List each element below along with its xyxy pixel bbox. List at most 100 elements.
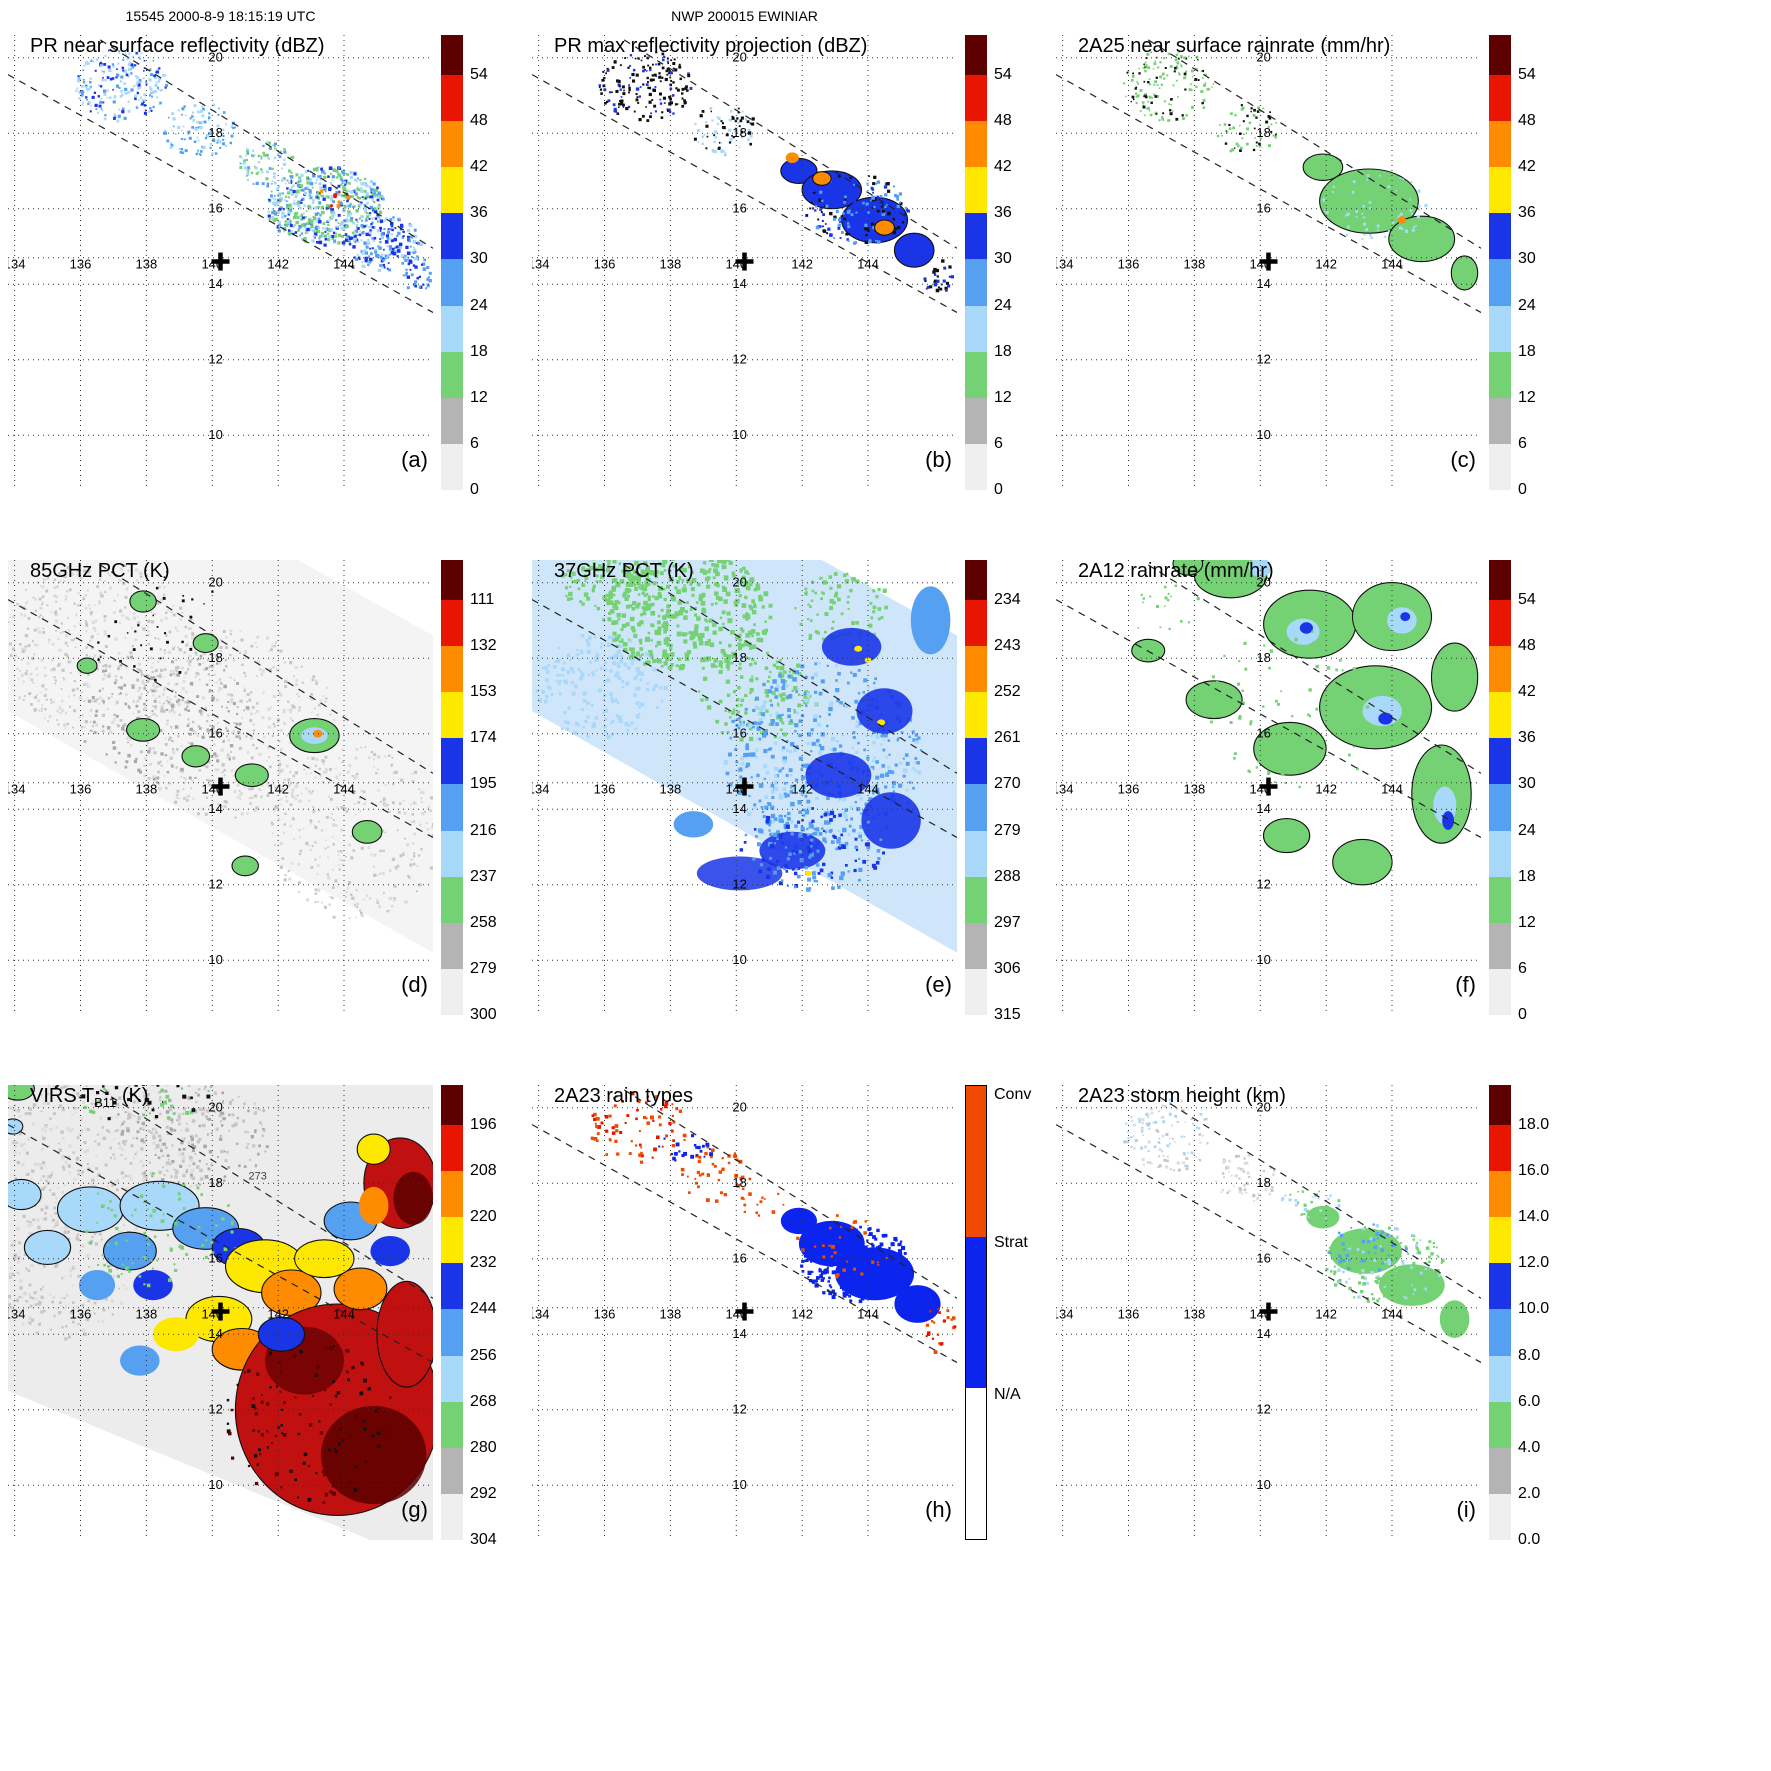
lon-tick-label: 142 <box>791 1306 813 1321</box>
colorbar-segment <box>441 784 463 831</box>
map-panel-i: 134 136 138 140 142 144 20 18 16 14 12 10 2A23 stor… <box>1056 1085 1571 1565</box>
colorbar-segment <box>441 876 463 923</box>
colorbar-tick-label: 6 <box>470 434 479 452</box>
colorbar-tick-label: 304 <box>470 1531 497 1548</box>
panel-title-text: PR max reflectivity projection (dBZ) <box>554 35 868 57</box>
colorbar-ticks: 111 132 153 174 195 216 237 258 279 300 <box>470 560 522 1030</box>
lon-tick-label: 142 <box>267 781 289 796</box>
colorbar-segment <box>1489 1171 1511 1218</box>
lon-tick-label: 138 <box>136 256 158 271</box>
colorbar-tick-label: 153 <box>470 683 497 701</box>
panel-title-text: 37GHz PCT (K) <box>554 560 694 582</box>
colorbar-tick-label: 243 <box>994 637 1021 655</box>
colorbar-segment <box>441 1355 463 1402</box>
lat-tick-label: 10 <box>732 1477 746 1492</box>
colorbar-segment <box>965 876 987 923</box>
colorbar-segment <box>441 1447 463 1494</box>
data-speckle <box>1207 616 1414 789</box>
lon-tick-label: 144 <box>1381 256 1403 271</box>
colorbar-segment <box>441 1493 463 1540</box>
colorbar-tick-label: 42 <box>994 158 1012 176</box>
data-speckle <box>163 103 236 156</box>
colorbar-segment <box>965 35 987 75</box>
panel-letter: (c) <box>1450 447 1476 472</box>
colorbar-tick-label: 6.0 <box>1518 1392 1541 1410</box>
data-patch <box>1388 215 1456 263</box>
colorbar-segment <box>965 305 987 352</box>
data-patch <box>23 1229 72 1265</box>
lat-tick-label: 16 <box>732 1251 746 1266</box>
data-patch <box>785 152 799 163</box>
pr-swath-edge-line <box>8 599 433 839</box>
lon-tick-label: 144 <box>857 256 879 271</box>
colorbar-tick-label: 0.0 <box>1518 1531 1541 1548</box>
colorbar-segment <box>441 259 463 306</box>
colorbar-tick-label: 48 <box>1518 112 1536 130</box>
colorbar-segment <box>965 443 987 490</box>
lat-tick-label: 12 <box>208 1402 222 1417</box>
colorbar-tick-label: 18.0 <box>1518 1116 1550 1133</box>
colorbar-segment <box>441 35 463 75</box>
data-patch <box>393 1171 433 1225</box>
data-patch <box>805 752 872 798</box>
panel-letter: (g) <box>401 1497 428 1522</box>
lat-tick-label: 10 <box>208 427 222 442</box>
lon-tick-label: 136 <box>1118 256 1140 271</box>
colorbar-segment <box>441 397 463 444</box>
lon-tick-label: 144 <box>333 256 355 271</box>
data-patch <box>181 745 211 768</box>
data-speckle <box>1322 174 1428 240</box>
lat-tick-label: 12 <box>1256 1402 1270 1417</box>
map-panel-f: 134 136 138 140 142 144 20 18 16 14 12 10 2A12 rain… <box>1056 560 1571 1040</box>
colorbar-tick-label: 6 <box>1518 434 1527 452</box>
map-plot: 134 136 138 140 142 144 20 18 16 14 12 10 <box>532 1085 957 1540</box>
pr-swath-edge-line <box>99 564 433 774</box>
map-plot: 134 136 138 140 142 144 20 18 16 14 12 10 <box>1056 560 1481 1015</box>
colorbar-tick-label: 208 <box>470 1162 497 1180</box>
colorbar <box>441 35 463 490</box>
lon-tick-label: 140 <box>201 781 223 796</box>
colorbar-segment <box>1489 305 1511 352</box>
colorbar-segment <box>965 213 987 260</box>
colorbar-tick-label: 279 <box>994 821 1021 839</box>
lon-tick-label: 134 <box>8 781 25 796</box>
lat-tick-label: 20 <box>732 575 746 590</box>
data-speckle <box>85 1172 239 1288</box>
data-patch <box>812 171 832 186</box>
lon-tick-label: 136 <box>70 256 92 271</box>
data-patch <box>1387 607 1417 634</box>
data-speckle <box>535 634 668 740</box>
pr-swath-edge-line <box>8 1124 433 1364</box>
colorbar-tick-label: 232 <box>470 1254 497 1272</box>
colorbar-tick-label: 18 <box>1518 342 1536 360</box>
lon-tick-label: 142 <box>1315 781 1337 796</box>
colorbar-tick-label: 16.0 <box>1518 1162 1550 1180</box>
colorbar-segment <box>965 351 987 398</box>
storm-center-cross <box>1259 777 1278 796</box>
colorbar-segment <box>1489 35 1511 75</box>
lon-tick-label: 138 <box>660 256 682 271</box>
swath-background <box>8 560 433 953</box>
map-data-layers <box>1123 1098 1470 1338</box>
colorbar-segment <box>966 1387 986 1539</box>
lat-tick-label: 18 <box>732 1175 746 1190</box>
lat-tick-label: 16 <box>1256 201 1270 216</box>
colorbar-segment <box>965 75 987 122</box>
lat-tick-label: 20 <box>732 1100 746 1115</box>
lat-tick-label: 14 <box>732 276 746 291</box>
lon-tick-label: 134 <box>532 1306 549 1321</box>
panel-title: 2A23 storm height (km) <box>1078 1085 1286 1110</box>
panel-title-text: 2A25 near surface rainrate (mm/hr) <box>1078 35 1391 57</box>
pr-swath-edge-line <box>1147 564 1481 774</box>
colorbar-tick-label: 256 <box>470 1346 497 1364</box>
map-data-layers <box>598 49 954 293</box>
data-speckle <box>658 1134 713 1162</box>
pr-swath-edge-line <box>623 1089 957 1299</box>
colorbar-segment <box>965 121 987 168</box>
data-patch <box>312 729 323 738</box>
data-patch <box>894 1285 941 1323</box>
colorbar-tick-label: 54 <box>470 66 488 83</box>
lon-tick-label: 142 <box>267 256 289 271</box>
pr-swath-edge-line <box>623 564 957 774</box>
